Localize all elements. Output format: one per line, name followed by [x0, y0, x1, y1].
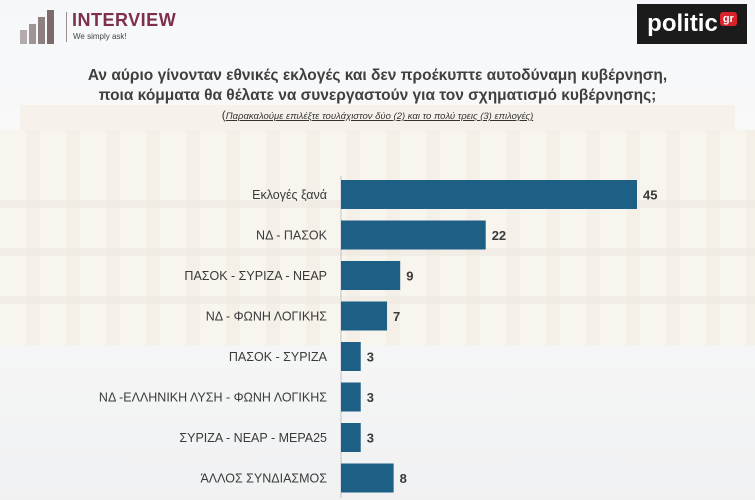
politic-logo-text: politic [647, 10, 718, 37]
note-text: Παρακαλούμε επιλέξτε τουλάχιστον δύο (2)… [225, 111, 534, 122]
bar-6 [341, 423, 361, 452]
chart-note: (Παρακαλούμε επιλέξτε τουλάχιστον δύο (2… [0, 108, 755, 122]
category-label-7: ΆΛΛΟΣ ΣΥΝΔΙΑΣΜΟΣ [200, 472, 327, 486]
value-label-2: 9 [406, 269, 413, 284]
logo-tagline: We simply ask! [73, 32, 127, 41]
category-label-1: ΝΔ - ΠΑΣΟΚ [256, 229, 328, 243]
value-label-1: 22 [492, 228, 506, 243]
value-label-5: 3 [367, 390, 374, 405]
bar-7 [341, 463, 394, 493]
bar-3 [341, 301, 388, 331]
value-label-6: 3 [367, 431, 374, 446]
value-label-3: 7 [393, 309, 400, 324]
bar-5 [341, 382, 361, 412]
category-label-2: ΠΑΣΟΚ - ΣΥΡΙΖΑ - ΝΕΑΡ [184, 269, 327, 283]
value-label-0: 45 [643, 188, 657, 203]
bar-1 [341, 220, 486, 250]
category-label-3: ΝΔ - ΦΩΝΗ ΛΟΓΙΚΗΣ [206, 310, 327, 324]
title-line-1: Αν αύριο γίνονταν εθνικές εκλογές και δε… [87, 67, 668, 84]
politic-logo-suffix: gr [719, 12, 737, 26]
politic-logo: politic gr [637, 4, 747, 44]
interview-logo: INTERVIEW We simply ask! [20, 6, 190, 46]
note-paren: ( [221, 108, 226, 122]
category-label-5: ΝΔ -ΕΛΛΗΝΙΚΗ ΛΥΣΗ - ΦΩΝΗ ΛΟΓΙΚΗΣ [99, 391, 327, 405]
bar-2 [341, 261, 401, 290]
bar-0 [341, 180, 637, 209]
category-label-0: Εκλογές ξανά [252, 188, 327, 202]
value-label-4: 3 [367, 350, 374, 365]
category-label-6: ΣΥΡΙΖΑ - ΝΕΑΡ - ΜΕΡΑ25 [179, 431, 327, 445]
title-line-2: ποια κόμματα θα θέλατε να συνεργαστούν γ… [98, 87, 657, 104]
chart-title: Αν αύριο γίνονταν εθνικές εκλογές και δε… [0, 66, 755, 106]
category-label-4: ΠΑΣΟΚ - ΣΥΡΙΖΑ [229, 350, 328, 364]
bar-4 [341, 342, 361, 371]
logo-bars-icon [20, 10, 60, 44]
logo-name: INTERVIEW [72, 10, 177, 30]
value-label-7: 8 [400, 471, 407, 486]
